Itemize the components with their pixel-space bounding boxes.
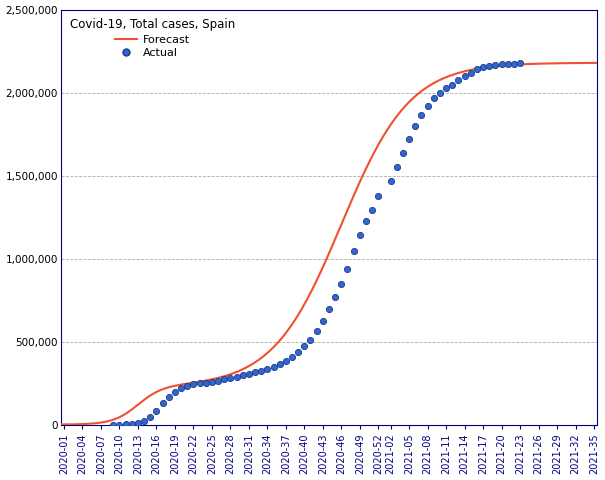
Point [139,417,149,424]
Point [355,231,365,239]
Point [485,61,494,69]
Point [195,380,204,387]
Point [509,60,518,67]
Point [108,421,118,429]
Point [503,60,512,68]
Point [373,192,383,200]
Point [349,247,359,255]
Point [515,60,525,67]
Point [454,76,463,84]
Point [392,163,402,170]
Point [220,375,229,383]
Point [448,81,457,88]
Point [232,373,241,381]
Point [417,111,427,119]
Point [275,360,284,368]
Point [472,65,482,73]
Point [238,372,247,379]
Point [342,265,352,273]
Point [244,370,253,378]
Point [201,379,211,386]
Point [398,149,408,157]
Point [170,388,180,396]
Point [312,327,321,335]
Point [281,357,290,364]
Point [324,306,334,313]
Point [367,206,377,214]
Point [182,382,192,389]
Point [491,61,500,69]
Point [361,217,371,225]
Point [133,419,143,427]
Point [435,89,445,96]
Point [460,72,469,80]
Point [386,177,396,184]
Point [158,399,168,407]
Point [226,374,235,382]
Point [287,353,297,360]
Point [127,420,137,428]
Point [257,367,266,375]
Point [306,336,315,344]
Point [466,69,476,76]
Point [164,393,174,401]
Point [176,384,186,392]
Point [213,377,223,384]
Point [429,95,439,102]
Point [423,102,433,109]
Point [404,135,414,143]
Point [441,84,451,92]
Point [151,407,161,414]
Point [250,369,260,376]
Point [410,122,420,130]
Point [299,343,309,350]
Point [330,293,340,300]
Point [145,413,155,420]
Point [336,280,346,288]
Point [269,363,278,371]
Point [497,60,506,68]
Point [189,380,198,388]
Point [263,365,272,373]
Legend: Forecast, Actual: Forecast, Actual [67,15,238,61]
Point [318,317,328,325]
Point [114,420,124,428]
Point [479,63,488,71]
Point [293,348,303,356]
Point [207,378,217,385]
Point [121,420,131,428]
